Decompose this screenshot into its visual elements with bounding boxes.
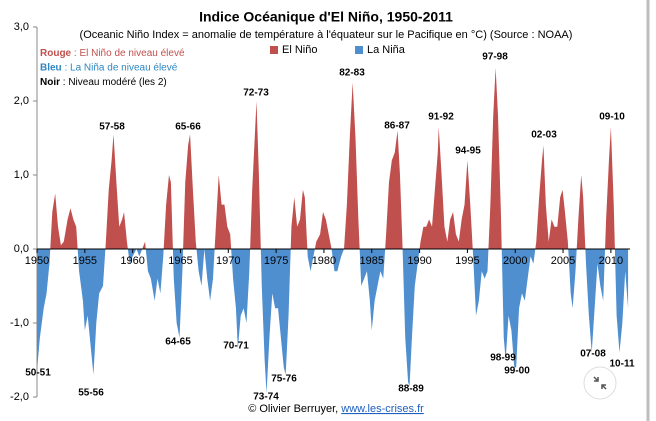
annotation: 02-03	[531, 130, 557, 141]
y-tick-label: 3,0	[14, 21, 29, 33]
annotation: 86-87	[384, 121, 410, 132]
annotation: 57-58	[99, 122, 125, 133]
y-tick-label: -2,0	[10, 391, 29, 403]
x-tick-label: 1965	[168, 255, 192, 267]
y-tick-label: -1,0	[10, 317, 29, 329]
legend-swatch	[270, 46, 278, 54]
legend-swatch	[355, 46, 363, 54]
area-negative	[37, 249, 629, 394]
x-tick-label: 2010	[599, 255, 623, 267]
collapse-button[interactable]	[583, 366, 617, 400]
note-key: Rouge	[40, 48, 72, 59]
annotation: 73-74	[253, 392, 279, 403]
x-tick-label: 1975	[264, 255, 288, 267]
x-tick-label: 1985	[360, 255, 384, 267]
note-key: Bleu	[40, 62, 62, 73]
chart-subtitle: (Oceanic Niño Index = anomalie de tempér…	[80, 29, 573, 41]
legend-label: La Niña	[367, 44, 406, 56]
y-tick-label: 2,0	[14, 95, 29, 107]
x-tick-label: 1955	[73, 255, 97, 267]
x-tick-label: 1950	[25, 255, 49, 267]
annotation: 50-51	[25, 368, 51, 379]
x-tick-label: 1970	[216, 255, 240, 267]
credit-text: © Olivier Berruyer,	[248, 403, 338, 415]
legend-label: El Niño	[282, 44, 317, 56]
annotation: 64-65	[165, 337, 191, 348]
x-tick-label: 1960	[120, 255, 144, 267]
credit-link[interactable]: www.les-crises.fr	[340, 403, 424, 415]
x-tick-label: 1990	[407, 255, 431, 267]
button-circle[interactable]	[583, 366, 617, 400]
x-tick-label: 1995	[455, 255, 479, 267]
y-tick-label: 0,0	[14, 243, 29, 255]
annotation: 97-98	[482, 52, 508, 63]
annotation: 07-08	[580, 349, 606, 360]
annotation: 09-10	[599, 112, 625, 123]
credit: © Olivier Berruyer, www.les-crises.fr	[248, 403, 424, 415]
note-key: Noir	[40, 77, 60, 88]
x-tick-label: 1980	[312, 255, 336, 267]
annotation: 99-00	[504, 366, 530, 377]
annotation: 10-11	[609, 359, 634, 370]
note-text: : Niveau modéré (les 2)	[63, 77, 167, 88]
x-tick-label: 2000	[503, 255, 527, 267]
annotation: 82-83	[339, 68, 365, 79]
y-tick-label: 1,0	[14, 169, 29, 181]
annotation: 55-56	[78, 388, 104, 399]
note-text: : La Niña de niveau élevé	[64, 62, 177, 73]
note: Noir : Niveau modéré (les 2)	[40, 77, 167, 88]
annotation: 75-76	[271, 374, 297, 385]
button-icon	[593, 376, 607, 390]
annotation: 91-92	[428, 112, 454, 123]
chart-title: Indice Océanique d'El Niño, 1950-2011	[199, 9, 453, 25]
annotation: 72-73	[243, 88, 269, 99]
plot-area: -2,0 -1,0 0,0 1,0 2,0 3,0 1950 1955 1960 1965 1970…	[10, 21, 630, 403]
note-text: : El Niño de niveau élevé	[74, 48, 185, 59]
annotation: 70-71	[223, 341, 249, 352]
note: Rouge : El Niño de niveau élevé	[40, 48, 185, 59]
annotation: 88-89	[398, 384, 424, 395]
annotation: 65-66	[175, 122, 201, 133]
x-tick-label: 2005	[551, 255, 575, 267]
note: Bleu : La Niña de niveau élevé	[40, 62, 178, 73]
annotation: 94-95	[455, 146, 481, 157]
annotation: 98-99	[490, 353, 516, 364]
area-positive	[37, 67, 629, 249]
